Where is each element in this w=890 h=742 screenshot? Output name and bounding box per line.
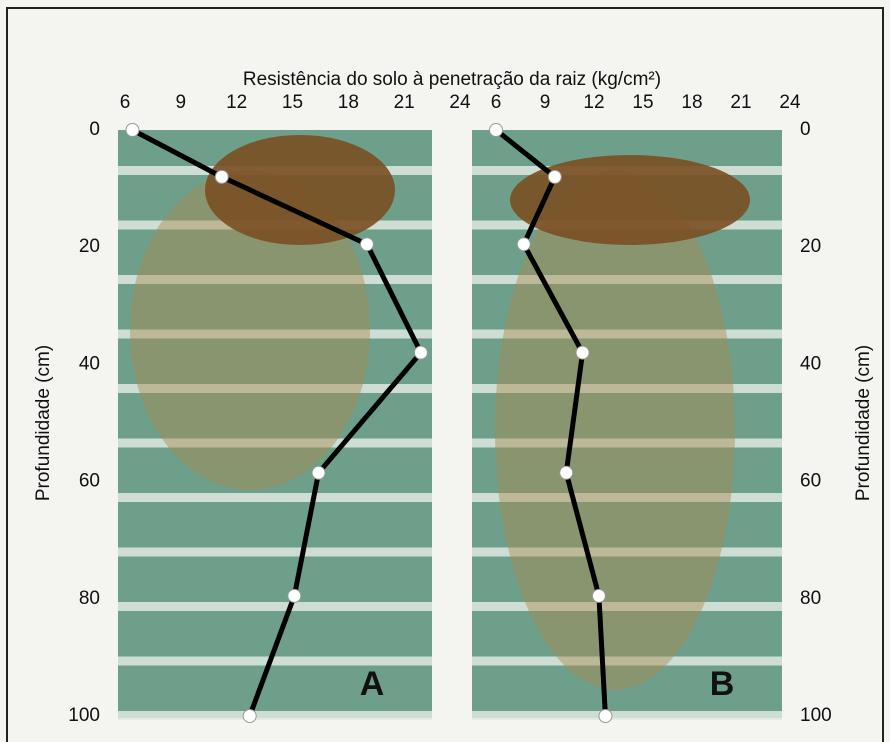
photo-stripe (118, 711, 432, 720)
x-tick-label: 12 (226, 92, 247, 113)
x-tick-label: 6 (491, 92, 502, 113)
x-tick-label: 6 (120, 92, 131, 113)
point (288, 589, 301, 602)
point (215, 170, 228, 183)
x-tick-label: 24 (449, 92, 471, 113)
y-tick-label: 40 (800, 353, 821, 374)
photo-stripe (118, 493, 432, 502)
x-tick-label: 24 (779, 92, 801, 113)
y-axis-label: Profundidade (cm) (853, 345, 874, 501)
chart: Resistência do solo à penetração da raiz… (0, 0, 890, 742)
chart-title: Resistência do solo à penetração da raiz… (243, 69, 661, 90)
point (599, 710, 612, 723)
panel-label: A (360, 665, 385, 703)
point (517, 238, 530, 251)
panel-label: B (710, 665, 735, 703)
y-tick-label: 20 (79, 236, 100, 257)
y-tick-label: 60 (79, 471, 100, 492)
x-tick-label: 15 (632, 92, 653, 113)
y-tick-label: 100 (68, 705, 100, 726)
y-tick-label: 80 (800, 588, 821, 609)
x-tick-label: 18 (681, 92, 702, 113)
point (126, 124, 139, 137)
y-axis-label: Profundidade (cm) (33, 345, 54, 501)
photo-stripe (118, 657, 432, 666)
x-tick-label: 21 (394, 92, 415, 113)
point (414, 346, 427, 359)
point (560, 466, 573, 479)
point (576, 346, 589, 359)
y-tick-label: 0 (800, 119, 811, 140)
point (548, 170, 561, 183)
photo-stripe (118, 602, 432, 611)
y-tick-label: 20 (800, 236, 821, 257)
y-tick-label: 0 (89, 119, 100, 140)
point (312, 466, 325, 479)
photo-stripe (472, 711, 782, 720)
point (360, 238, 373, 251)
y-tick-label: 80 (79, 588, 100, 609)
y-tick-label: 40 (79, 353, 100, 374)
roots (205, 135, 395, 245)
x-tick-label: 21 (730, 92, 751, 113)
point (490, 124, 503, 137)
y-tick-label: 100 (800, 705, 832, 726)
x-tick-label: 18 (338, 92, 359, 113)
x-tick-label: 9 (540, 92, 551, 113)
point (243, 710, 256, 723)
photo-stripe (118, 548, 432, 557)
roots (495, 170, 735, 690)
x-tick-label: 15 (282, 92, 303, 113)
point (592, 589, 605, 602)
x-tick-label: 9 (176, 92, 187, 113)
y-tick-label: 60 (800, 471, 821, 492)
x-tick-label: 12 (583, 92, 604, 113)
